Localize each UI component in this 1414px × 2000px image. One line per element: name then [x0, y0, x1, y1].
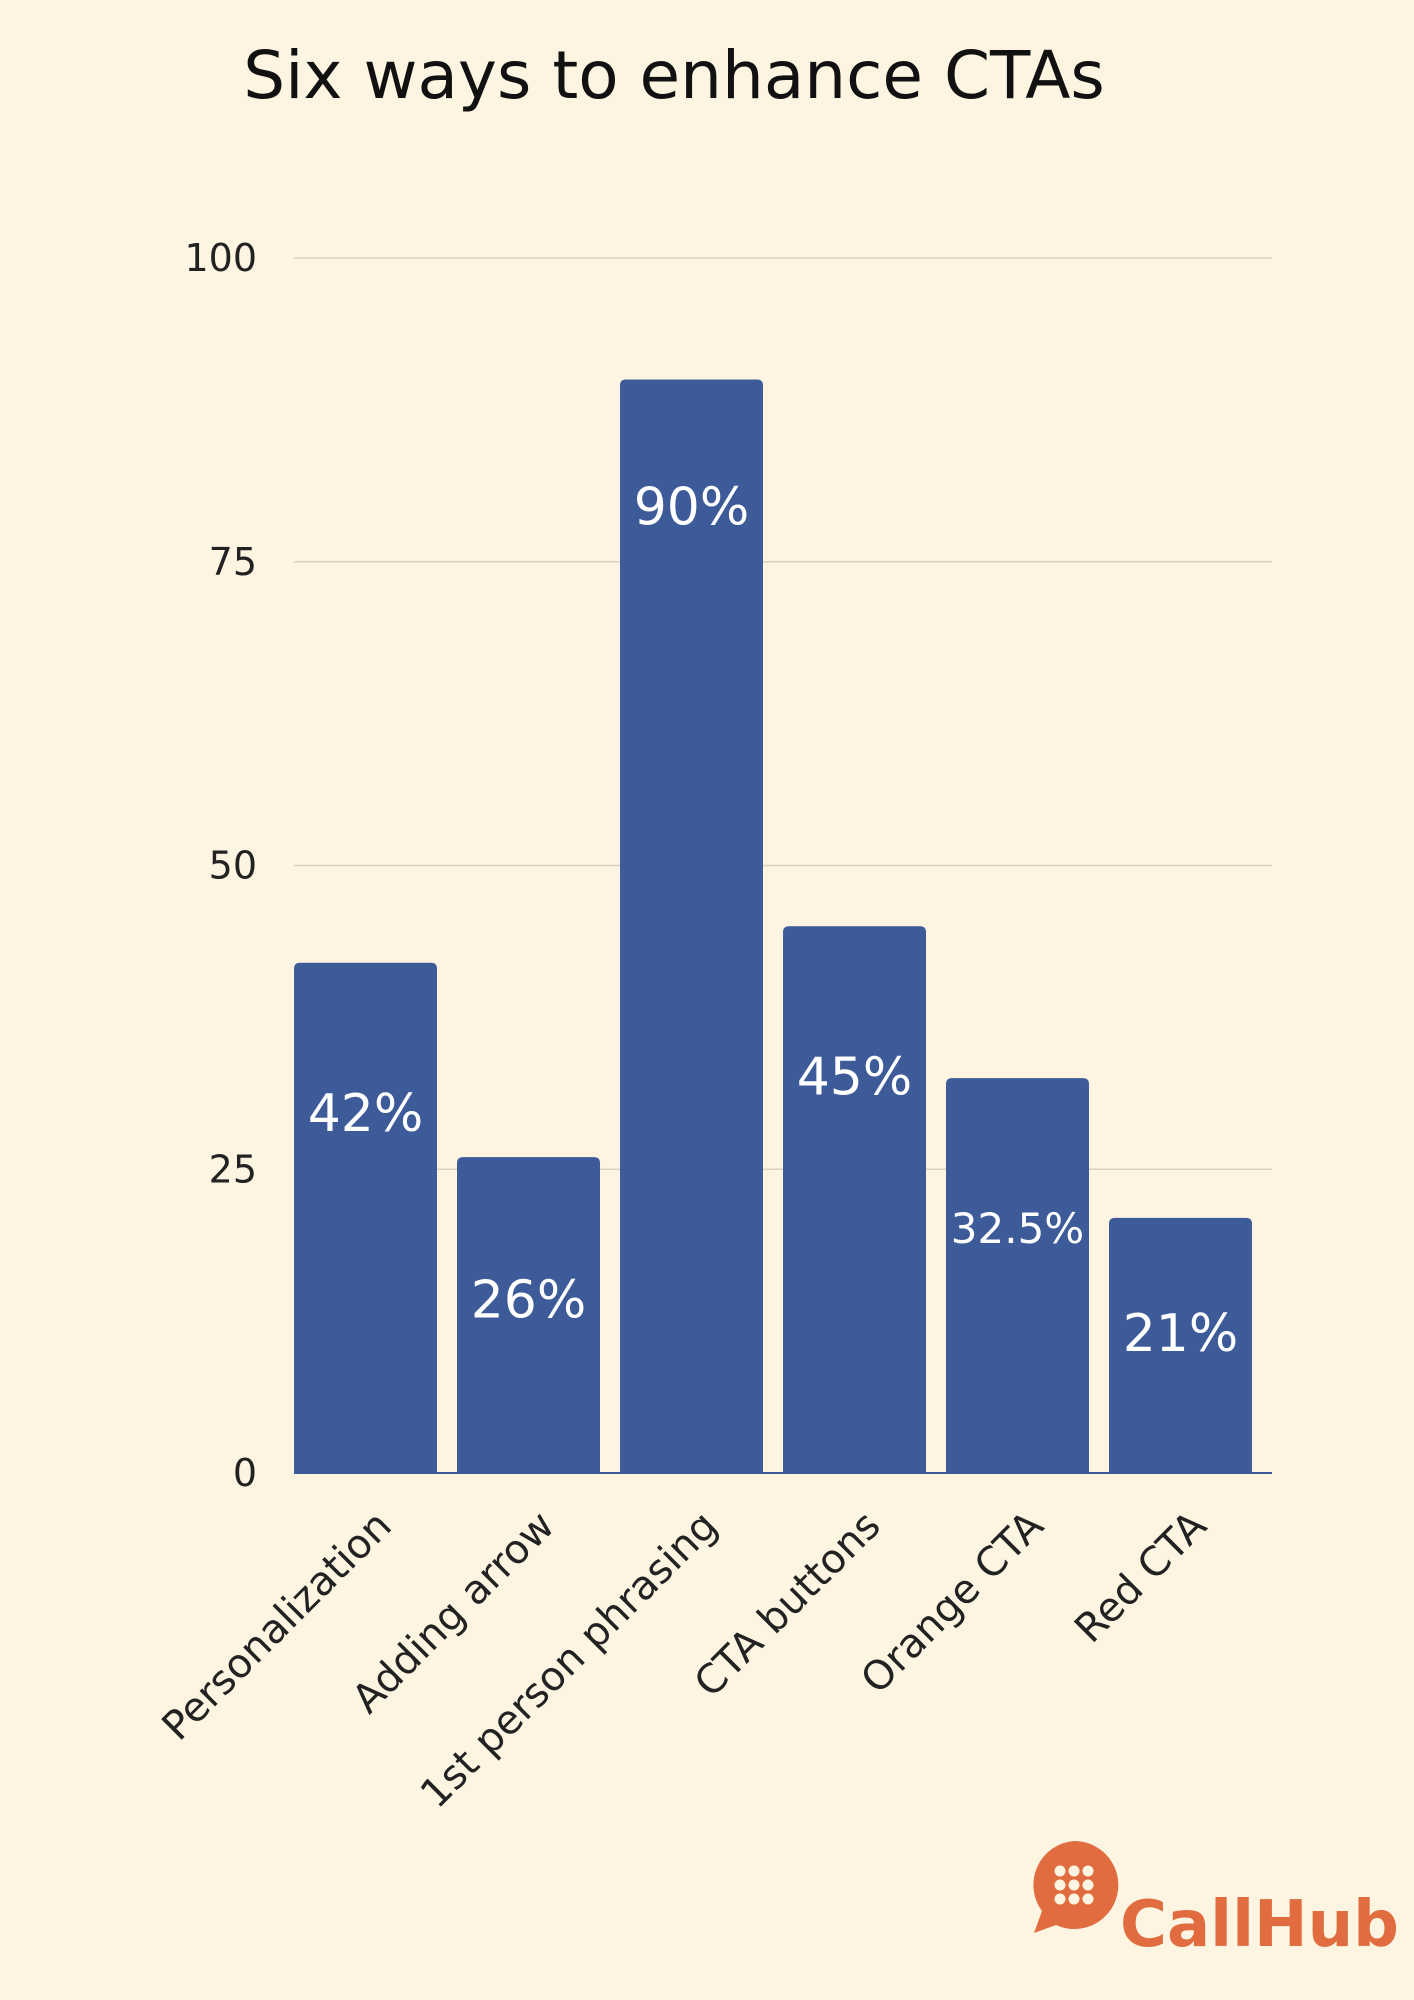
x-category-label: Red CTA	[1066, 1502, 1216, 1652]
y-tick-label: 100	[184, 236, 257, 280]
bar	[620, 379, 763, 1473]
bar-layer: 42% 26% 90% 45% 32.5% 21%	[294, 379, 1272, 1474]
bar	[783, 926, 926, 1473]
bar-data-label: 42%	[308, 1084, 424, 1144]
bar-data-label: 26%	[471, 1270, 587, 1330]
chart-title: Six ways to enhance CTAs	[243, 37, 1105, 114]
y-tick-label: 0	[233, 1451, 257, 1495]
bar	[294, 962, 437, 1473]
chat-bubble-dots-icon	[1033, 1840, 1119, 1933]
y-tick-label: 75	[209, 540, 257, 584]
bar	[1109, 1217, 1252, 1473]
bar-data-label: 32.5%	[951, 1204, 1084, 1253]
x-category-label: Personalization	[154, 1503, 401, 1750]
callhub-logo: CallHub	[1033, 1840, 1399, 1962]
y-axis-ticks: 0 25 50 75 100	[184, 236, 257, 1495]
bar-data-label: 45%	[797, 1047, 913, 1107]
bar	[946, 1078, 1089, 1473]
bar	[457, 1157, 600, 1473]
y-tick-label: 50	[209, 844, 257, 888]
brand-name: CallHub	[1120, 1888, 1399, 1962]
x-category-label: 1st person phrasing	[412, 1503, 727, 1818]
y-tick-label: 25	[209, 1147, 257, 1191]
bar-data-label: 21%	[1123, 1304, 1239, 1364]
bar-data-label: 90%	[634, 478, 750, 538]
